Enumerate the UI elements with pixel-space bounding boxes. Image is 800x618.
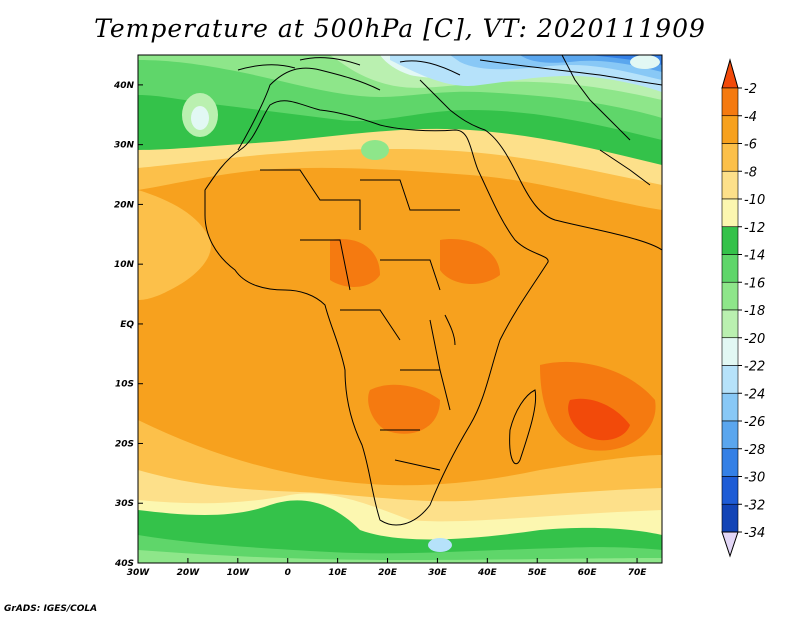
colorbar-label: -6 — [744, 138, 757, 153]
colorbar-label: -16 — [744, 276, 765, 291]
colorbar-label: -10 — [744, 193, 765, 208]
colorbar-segment — [721, 198, 739, 228]
lat-tick-label: EQ — [120, 320, 134, 330]
colorbar-bottom-arrow — [721, 531, 739, 558]
lon-tick-label: 0 — [285, 568, 291, 578]
lat-tick-label: 20S — [115, 439, 134, 449]
colorbar-label: -2 — [744, 82, 757, 97]
colorbar: -2 -4 -6 -8 -10 -12 -14 -16 -18 -20 -22 -24 -26 -28 -3… — [721, 58, 765, 558]
colorbar-label: -20 — [744, 332, 765, 347]
colorbar-segment — [721, 503, 739, 533]
lon-tick-label: 30E — [428, 568, 448, 578]
colorbar-segment — [721, 281, 739, 311]
colorbar-label: -18 — [744, 304, 765, 319]
colorbar-segment — [721, 448, 739, 477]
lon-tick-label: 40E — [477, 568, 498, 578]
lon-tick-label: 20W — [177, 568, 201, 578]
colorbar-segment — [721, 420, 739, 450]
colorbar-segment — [721, 392, 739, 422]
lat-tick-label: 40S — [114, 559, 134, 569]
map-frame — [137, 54, 663, 564]
lat-tick-label: 10N — [114, 260, 135, 270]
colorbar-label: -30 — [744, 471, 765, 486]
footer-credit: GrADS: IGES/COLA — [4, 604, 98, 614]
lat-tick-label: 30S — [115, 499, 134, 509]
colorbar-label: -22 — [744, 360, 765, 375]
colorbar-segment — [721, 226, 739, 255]
colorbar-segment — [721, 476, 739, 505]
colorbar-segment — [721, 170, 739, 200]
colorbar-label: -28 — [744, 443, 765, 458]
lat-tick-label: 40N — [113, 81, 135, 91]
colorbar-label: -32 — [744, 498, 765, 513]
colorbar-top-arrow — [721, 58, 739, 89]
lon-tick-label: 70E — [628, 568, 648, 578]
longitude-axis: 30W 20W 10W 0 10E 20E 30E 40E 50E 60E 70E — [127, 558, 647, 578]
colorbar-segment — [721, 87, 739, 117]
lat-tick-label: 10S — [115, 380, 134, 390]
lon-tick-label: 10E — [328, 568, 348, 578]
lat-tick-label: 20N — [114, 200, 135, 210]
colorbar-label: -26 — [744, 415, 765, 430]
lon-tick-label: 30W — [127, 568, 151, 578]
colorbar-label: -14 — [744, 249, 765, 264]
colorbar-segment — [721, 337, 739, 366]
colorbar-label: -34 — [744, 526, 765, 541]
lat-tick-label: 30N — [114, 141, 135, 151]
lon-tick-label: 60E — [578, 568, 598, 578]
lon-tick-label: 10W — [227, 568, 251, 578]
temperature-field — [138, 55, 662, 563]
colorbar-segment — [721, 365, 739, 394]
colorbar-segment — [721, 143, 739, 172]
colorbar-segment — [721, 309, 739, 339]
chart-title: Temperature at 500hPa [C], VT: 202011190… — [94, 14, 706, 43]
latitude-axis: 40N 30N 20N 10N EQ 10S 20S 30S 40S — [113, 81, 143, 569]
colorbar-segment — [721, 254, 739, 283]
coastlines — [204, 55, 662, 526]
colorbar-label: -4 — [744, 110, 757, 125]
colorbar-label: -8 — [744, 165, 757, 180]
colorbar-label: -12 — [744, 221, 765, 236]
lon-tick-label: 20E — [378, 568, 398, 578]
colorbar-segment — [721, 115, 739, 144]
lon-tick-label: 50E — [528, 568, 548, 578]
colorbar-label: -24 — [744, 387, 765, 402]
